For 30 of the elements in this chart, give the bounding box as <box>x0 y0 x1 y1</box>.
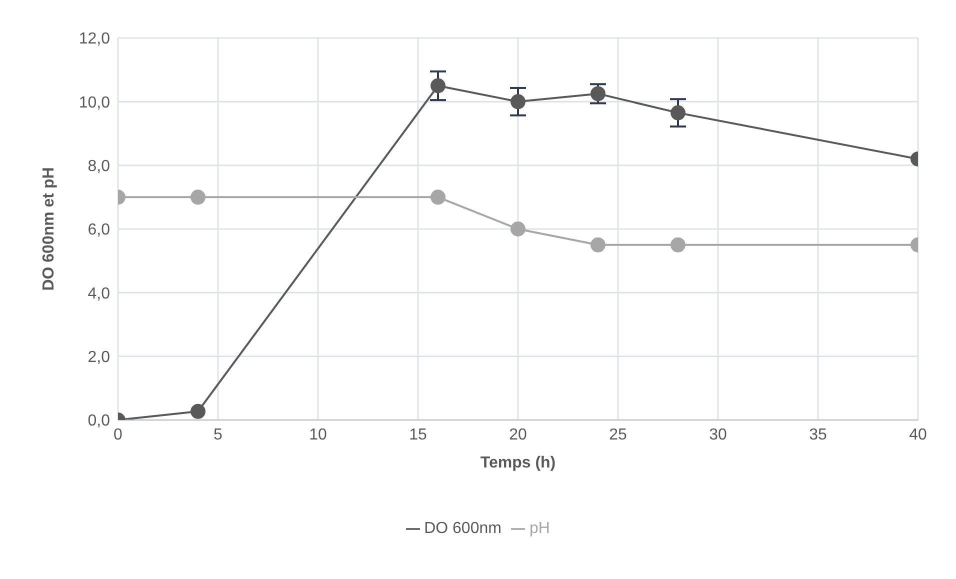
y-tick-label: 10,0 <box>78 94 110 112</box>
y-tick-label: 2,0 <box>88 349 110 366</box>
point <box>670 237 686 252</box>
point <box>590 237 606 252</box>
point <box>670 105 686 120</box>
y-tick-label: 6,0 <box>88 222 110 239</box>
x-tick-label: 10 <box>309 426 327 444</box>
point <box>430 78 446 94</box>
x-tick-label: 5 <box>214 426 223 444</box>
x-axis-title: Temps (h) <box>480 454 556 472</box>
point <box>510 94 526 110</box>
x-tick-label: 20 <box>509 426 527 444</box>
y-axis-title: DO 600nm et pH <box>40 167 58 291</box>
x-tick-label: 15 <box>409 426 427 444</box>
x-tick-label: 30 <box>709 426 727 444</box>
x-tick-label: 35 <box>809 426 827 444</box>
point <box>430 190 446 205</box>
legend-label: pH <box>529 520 550 537</box>
point <box>190 404 206 419</box>
point <box>590 86 606 102</box>
point <box>510 222 526 236</box>
y-tick-label: 0,0 <box>88 412 110 430</box>
y-tick-label: 12,0 <box>78 30 110 48</box>
legend-label: DO 600nm <box>424 520 502 537</box>
x-tick-label: 0 <box>114 426 123 444</box>
x-tick-label: 40 <box>909 426 927 444</box>
point <box>190 190 206 205</box>
y-tick-label: 4,0 <box>88 285 110 302</box>
y-tick-label: 8,0 <box>88 158 110 176</box>
x-tick-label: 25 <box>609 426 627 444</box>
